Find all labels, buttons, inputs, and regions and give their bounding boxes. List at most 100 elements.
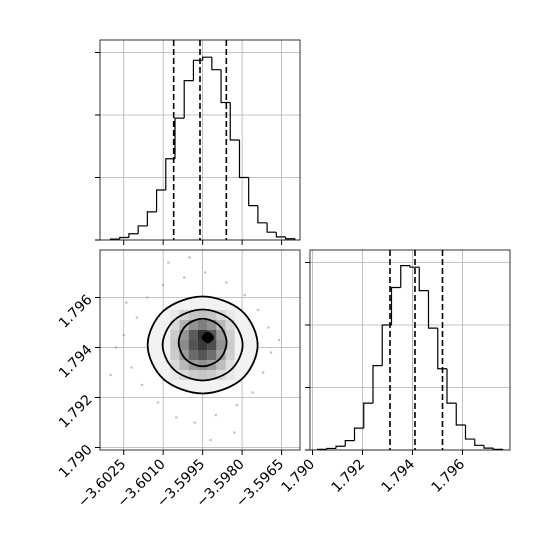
sample-point xyxy=(161,283,165,287)
x-tick-label: 1.794 xyxy=(378,456,418,496)
sample-point xyxy=(225,281,228,284)
density-cell xyxy=(188,310,198,320)
contour-line xyxy=(177,317,228,368)
sample-point xyxy=(146,296,149,299)
sample-point xyxy=(232,431,236,434)
density-cell xyxy=(197,320,208,330)
density-cell xyxy=(216,340,226,350)
y-tick-label: 1.796 xyxy=(56,292,96,332)
density-cell xyxy=(170,320,180,330)
hist-step xyxy=(238,140,249,179)
hist-step xyxy=(381,324,392,366)
hist-step xyxy=(183,80,194,119)
hist-step xyxy=(146,211,157,226)
hist-step xyxy=(464,425,475,440)
sample-point xyxy=(188,256,191,259)
density-cell xyxy=(188,340,198,350)
hist-step xyxy=(400,265,410,288)
panel-frame xyxy=(99,39,301,241)
hist-step xyxy=(266,222,277,233)
sample-point xyxy=(125,301,128,304)
density-cell xyxy=(197,360,208,370)
x-tick-label: 1.796 xyxy=(428,456,468,496)
density-cell xyxy=(207,310,217,320)
density-cell xyxy=(216,350,226,360)
sample-point xyxy=(277,338,281,342)
sample-point xyxy=(251,391,254,394)
hist-step xyxy=(202,56,212,61)
hist-step xyxy=(455,403,466,426)
density-cell xyxy=(207,340,217,350)
density-cell xyxy=(216,360,226,370)
density-cell xyxy=(179,340,189,350)
hist-step xyxy=(483,445,494,449)
sample-point xyxy=(140,383,144,387)
density-cell xyxy=(225,350,235,360)
hist-step xyxy=(409,265,420,268)
density-cell xyxy=(188,330,198,340)
hist-step xyxy=(275,232,286,238)
density-cell xyxy=(179,370,189,380)
density-cell xyxy=(207,320,217,330)
hist-step xyxy=(474,439,484,446)
y-tick-label: 1.792 xyxy=(56,392,96,432)
sample-point xyxy=(130,366,133,369)
density-cell xyxy=(170,360,180,370)
density-cell xyxy=(179,360,189,370)
hist-step xyxy=(390,286,401,325)
hist-step xyxy=(344,440,355,447)
density-cell xyxy=(188,320,198,330)
hist-step xyxy=(248,177,258,207)
density-cell xyxy=(188,370,198,380)
hist-step xyxy=(257,205,268,224)
hist-step xyxy=(446,368,457,404)
density-cell xyxy=(207,370,217,380)
x-tick-label: 1.790 xyxy=(278,456,318,496)
hist-step xyxy=(165,158,175,190)
sample-point xyxy=(167,261,170,264)
hist-step xyxy=(326,447,336,450)
density-cell xyxy=(179,310,189,320)
y-tick-label: 1.794 xyxy=(56,342,96,382)
hist-step xyxy=(155,189,166,212)
density-cell xyxy=(216,310,226,320)
density-cell xyxy=(225,310,235,320)
density-cell xyxy=(225,330,235,340)
contour-line xyxy=(161,308,244,382)
panel-frame xyxy=(309,249,511,451)
hist-step xyxy=(418,267,429,292)
sample-point xyxy=(122,333,125,337)
hist-step xyxy=(174,117,185,159)
hist-step xyxy=(229,102,240,141)
sample-point xyxy=(235,403,239,407)
density-cell xyxy=(179,320,189,330)
sample-point xyxy=(193,421,197,424)
density-cell xyxy=(179,330,189,340)
sample-point xyxy=(209,438,212,442)
hist-step xyxy=(335,445,346,449)
sample-point xyxy=(203,271,207,274)
sample-point xyxy=(214,413,218,417)
hist-step xyxy=(128,233,139,238)
sample-point xyxy=(261,371,265,374)
contour-line xyxy=(146,295,259,395)
sample-point xyxy=(267,326,270,329)
density-cell xyxy=(179,350,189,360)
density-cell xyxy=(197,340,208,350)
hist-step xyxy=(211,57,222,71)
density-cell xyxy=(225,370,235,380)
density-cell xyxy=(197,330,208,340)
density-cell xyxy=(170,340,180,350)
hist-step xyxy=(192,59,203,81)
sample-point xyxy=(156,401,160,404)
density-cell xyxy=(216,320,226,330)
contour-line xyxy=(201,331,215,344)
sample-point xyxy=(175,416,178,419)
hist-step xyxy=(372,365,383,404)
density-cell xyxy=(188,350,198,360)
sample-point xyxy=(182,276,186,279)
sample-point xyxy=(269,351,273,354)
sample-point xyxy=(243,293,247,297)
hist-step xyxy=(119,236,129,240)
